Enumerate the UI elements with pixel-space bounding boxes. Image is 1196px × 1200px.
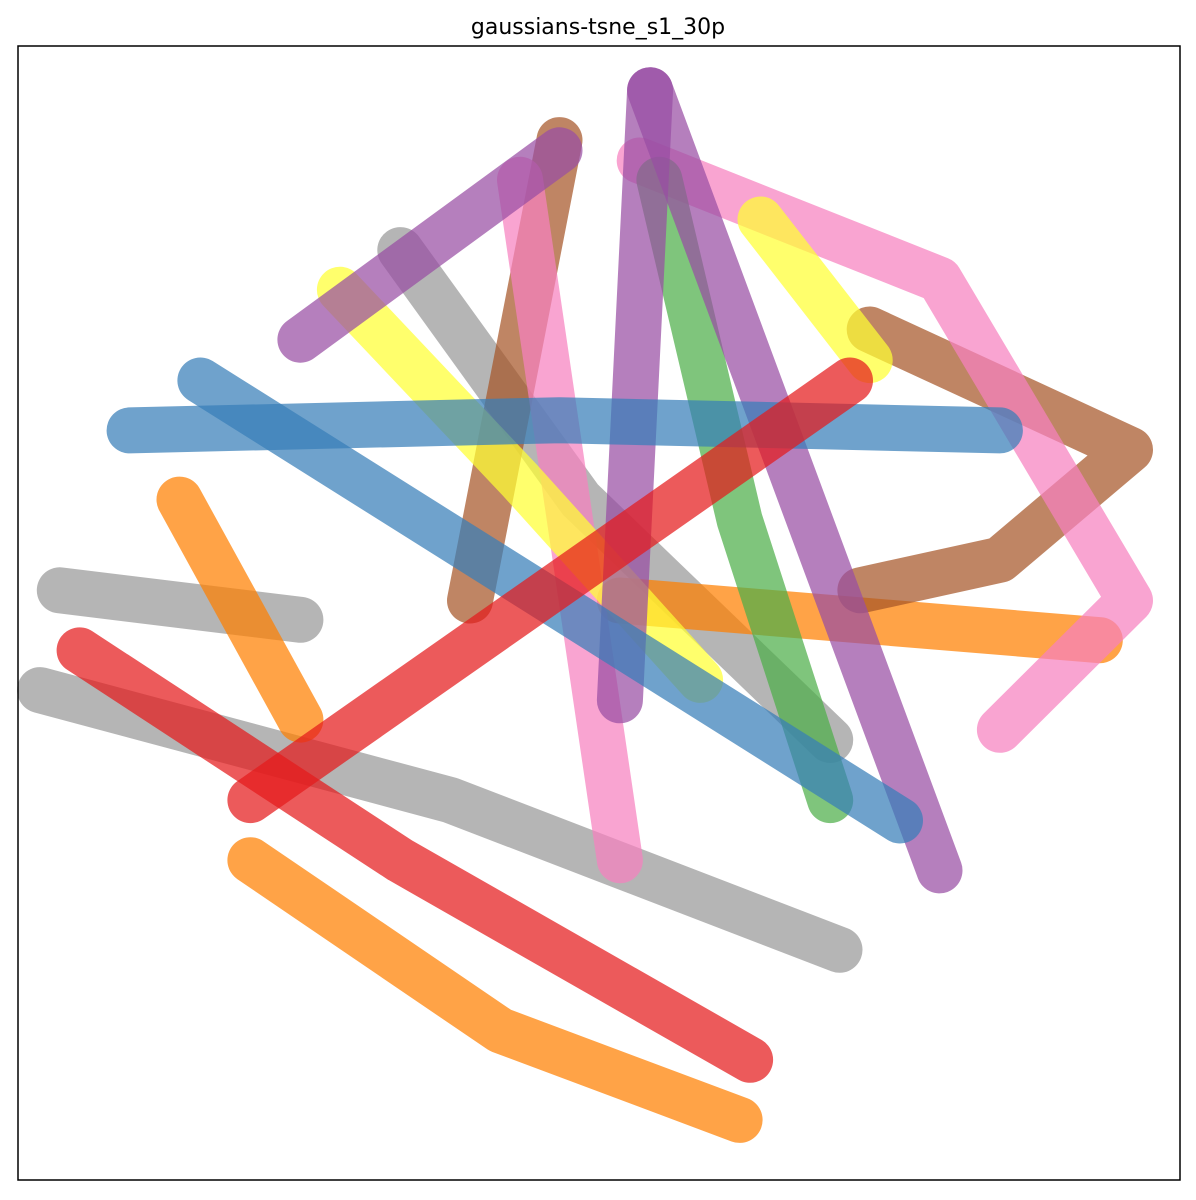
curve-bundle — [737, 196, 893, 384]
curve-bundle — [277, 127, 583, 363]
chart-title: gaussians-tsne_s1_30p — [471, 15, 725, 40]
plot-frame — [17, 45, 1181, 1181]
curve-bundle — [156, 476, 324, 743]
curve-bundle — [56, 627, 774, 1083]
curve-bundle — [227, 837, 763, 1143]
curve-bundle — [627, 67, 963, 894]
curve-bundle — [636, 156, 854, 824]
curve-bundle — [596, 67, 674, 724]
plot-area — [17, 67, 1153, 1143]
curve-bundle — [227, 357, 873, 824]
